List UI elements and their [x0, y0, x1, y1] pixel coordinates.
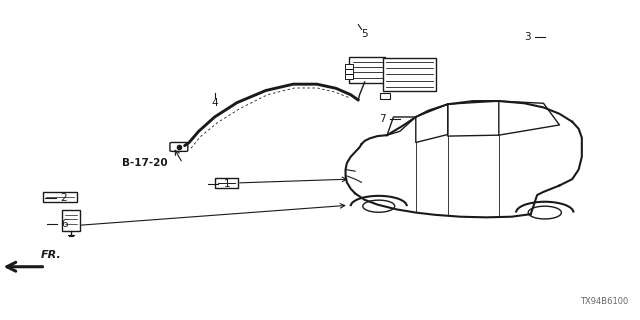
FancyBboxPatch shape — [43, 192, 77, 202]
FancyBboxPatch shape — [62, 210, 80, 231]
Text: 7: 7 — [380, 114, 386, 124]
Text: 5: 5 — [362, 29, 368, 39]
FancyBboxPatch shape — [349, 57, 385, 83]
Text: 4: 4 — [211, 98, 218, 108]
Text: 1: 1 — [224, 179, 230, 189]
Text: FR.: FR. — [41, 250, 61, 260]
FancyBboxPatch shape — [383, 58, 436, 91]
Text: 3: 3 — [524, 32, 531, 42]
FancyBboxPatch shape — [345, 69, 353, 74]
FancyBboxPatch shape — [345, 64, 353, 68]
Text: TX94B6100: TX94B6100 — [580, 297, 628, 306]
FancyBboxPatch shape — [215, 178, 238, 188]
Text: 2: 2 — [60, 193, 67, 203]
Text: 6: 6 — [61, 219, 68, 229]
FancyBboxPatch shape — [170, 142, 188, 151]
Text: B-17-20: B-17-20 — [122, 158, 167, 168]
FancyBboxPatch shape — [345, 74, 353, 79]
FancyBboxPatch shape — [380, 93, 390, 99]
